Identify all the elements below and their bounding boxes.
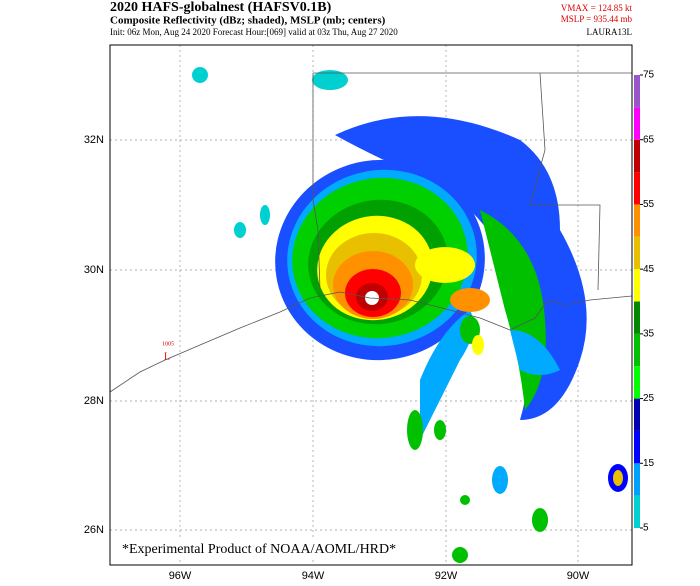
colorbar-label: 15 xyxy=(643,458,655,469)
lon-label: 94W xyxy=(302,570,325,582)
echo xyxy=(450,288,490,312)
echo xyxy=(472,335,484,355)
echo xyxy=(260,205,270,225)
echo xyxy=(415,247,475,283)
lon-label: 92W xyxy=(435,570,458,582)
echo xyxy=(492,466,508,494)
storm-reflectivity xyxy=(192,67,628,563)
echo xyxy=(192,67,208,83)
lon-label: 96W xyxy=(169,570,192,582)
colorbar-label: 55 xyxy=(643,199,655,210)
rainband xyxy=(335,116,587,421)
colorbar-label: 35 xyxy=(643,328,655,339)
colorbar-segment xyxy=(634,107,640,140)
colorbar-label: 65 xyxy=(643,134,655,145)
colorbar-segment xyxy=(634,495,640,528)
info-line: Init: 06z Mon, Aug 24 2020 Forecast Hour… xyxy=(110,27,398,37)
map-frame xyxy=(109,44,633,566)
colorbar-segment xyxy=(634,269,640,302)
low-symbol: L xyxy=(164,351,170,362)
colorbar-segment xyxy=(634,366,640,399)
lat-label: 26N xyxy=(84,524,104,536)
lat-label: 30N xyxy=(84,264,104,276)
colorbar-segment xyxy=(634,301,640,334)
colorbar-label: 45 xyxy=(643,264,655,275)
colorbar: 5 15 25 35 45 55 65 75 xyxy=(634,70,655,534)
title: 2020 HAFS-globalnest (HAFSV0.1B) xyxy=(110,0,332,15)
colorbar-segment xyxy=(634,172,640,205)
footer-bg xyxy=(118,540,430,560)
echo xyxy=(407,410,423,450)
lat-label: 32N xyxy=(84,134,104,146)
colorbar-label: 25 xyxy=(643,393,655,404)
echo xyxy=(613,470,623,486)
colorbar-segment xyxy=(634,75,640,108)
colorbar-segment xyxy=(634,398,640,431)
rainband xyxy=(420,310,474,440)
low-pressure: 1005 xyxy=(162,341,174,347)
state-border xyxy=(312,73,321,291)
echo xyxy=(434,420,446,440)
echo xyxy=(460,495,470,505)
echo xyxy=(312,70,348,90)
colorbar-segment xyxy=(634,236,640,270)
echo xyxy=(532,508,548,532)
colorbar-segment xyxy=(634,463,640,496)
colorbar-label: 5 xyxy=(643,523,649,534)
echo xyxy=(234,222,246,238)
footer: *Experimental Product of NOAA/AOML/HRD* xyxy=(122,542,396,557)
mslp: MSLP = 935.44 mb xyxy=(561,14,633,24)
rainband xyxy=(510,330,560,375)
colorbar-segment xyxy=(634,204,640,237)
lon-label: 90W xyxy=(567,570,590,582)
colorbar-segment xyxy=(634,139,640,173)
coastline xyxy=(109,291,633,393)
state-border xyxy=(529,72,601,291)
coastlines xyxy=(109,72,633,393)
vmax: VMAX = 124.85 kt xyxy=(561,3,633,13)
echo xyxy=(452,547,468,563)
colorbar-segment xyxy=(634,333,640,367)
colorbar-segment xyxy=(634,430,640,464)
subtitle: Composite Reflectivity (dBz; shaded), MS… xyxy=(110,15,386,27)
lat-label: 28N xyxy=(84,395,104,407)
colorbar-label: 75 xyxy=(643,70,655,81)
storm-name: LAURA13L xyxy=(587,27,633,37)
